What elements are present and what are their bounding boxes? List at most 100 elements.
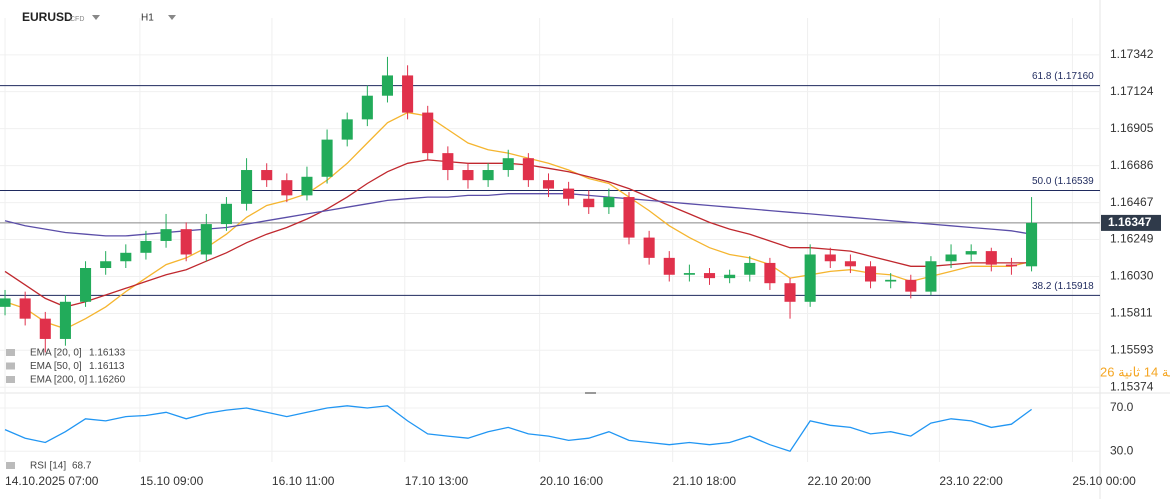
x-tick-label: 15.10 09:00 [140,474,204,488]
candle-body [623,197,635,238]
fib-label: 50.0 (1.16539 [1032,176,1094,187]
x-tick-label: 23.10 22:00 [939,474,1003,488]
candle-body [422,112,434,154]
candle-body [1005,264,1017,267]
candle-body [462,170,474,181]
candle-body [482,170,494,181]
indicator-line [4,111,1032,330]
candle-body [542,180,555,189]
candle-body [261,170,273,181]
candle-body [905,279,917,292]
x-tick-label: 17.10 13:00 [405,474,469,488]
timeframe[interactable]: H1 [141,13,154,24]
candle-body [1026,222,1038,267]
price-tag-label: 1.16347 [1108,215,1152,229]
candle-body [885,279,897,282]
candle-body [80,268,92,302]
candle-body [120,252,132,262]
candle-body [341,119,353,140]
candle-body [361,95,373,120]
y-tick-label: 1.16905 [1110,121,1154,135]
y-tick-label: 1.15811 [1110,306,1153,320]
candle-body [824,254,836,262]
candle-body [784,283,796,302]
candle-body [865,266,877,282]
countdown: دقيقة 14 ثانية 26 [1100,364,1170,379]
candle-body [241,170,253,204]
candle-body [583,198,595,208]
y-tick-label: 1.15374 [1110,379,1154,393]
symbol[interactable]: EURUSD [22,10,73,24]
y-tick-label: 70.0 [1110,400,1134,414]
legend-name: RSI [14] [30,461,66,472]
candle-body [603,197,615,208]
candle-body [945,254,957,262]
candle-body [180,229,192,255]
y-tick-label: 30.0 [1110,443,1134,457]
legend-value: 1.16113 [89,361,125,372]
legend-value: 1.16260 [89,375,126,386]
x-tick-label: 20.10 16:00 [540,474,604,488]
x-tick-label: 22.10 20:00 [808,474,872,488]
y-tick-label: 1.16249 [1110,232,1154,246]
legend-name: EMA [20, 0] [30,348,82,359]
fib-label: 61.8 (1.17160 [1032,71,1094,82]
symbol-dropdown[interactable] [92,15,100,20]
candle-body [744,262,756,275]
candle-body [140,240,152,253]
legend-value: 1.16133 [89,348,126,359]
candle-body [0,298,11,307]
candle-body [301,176,313,196]
candle-body [965,251,977,255]
x-tick-label: 14.10.2025 07:00 [5,474,99,488]
candle-body [764,262,776,284]
candle-body [643,237,655,258]
candle-body [381,75,394,96]
candle-body [100,261,112,268]
candle-body [281,180,293,196]
candle-body [925,261,937,292]
candle-body [59,301,71,339]
legend-name: EMA [50, 0] [30,361,82,372]
candle-body [502,158,514,171]
candle-body [200,224,212,255]
fib-label: 38.2 (1.15918 [1032,281,1094,292]
candle-body [19,298,31,319]
x-tick-label: 25.10 00:00 [1072,474,1136,488]
y-tick-label: 1.15593 [1110,342,1154,356]
candle-body [160,229,172,241]
candle-body [844,261,856,267]
candle-body [321,139,333,177]
candle-body [402,75,414,113]
x-tick-label: 16.10 11:00 [272,474,335,488]
symbol-kind: CFD [70,16,84,23]
legend-icon [6,349,15,356]
price-tag [1101,214,1161,231]
indicator-line [4,405,1032,452]
y-tick-label: 1.16030 [1110,269,1154,283]
legend-value: 68.7 [72,461,92,472]
y-tick-label: 1.16686 [1110,158,1154,172]
candle-body [442,153,454,171]
candle-body [683,273,695,275]
candle-body [703,273,716,279]
x-tick-label: 21.10 18:00 [673,474,737,488]
indicator-line [4,193,1032,237]
legend-name: EMA [200, 0] [30,375,87,386]
candle-body [985,251,997,265]
candle-body [522,158,534,181]
legend-icon [6,462,15,469]
candle-body [220,203,232,225]
legend-icon [6,376,15,383]
candle-body [563,188,575,199]
timeframe-dropdown[interactable] [168,15,176,20]
y-tick-label: 1.17342 [1110,47,1154,61]
indicator-line [4,159,1032,308]
candle-body [804,254,816,302]
y-tick-label: 1.16467 [1110,195,1154,209]
y-tick-label: 1.17124 [1110,84,1154,98]
legend-icon [6,362,15,370]
candle-body [663,257,675,275]
